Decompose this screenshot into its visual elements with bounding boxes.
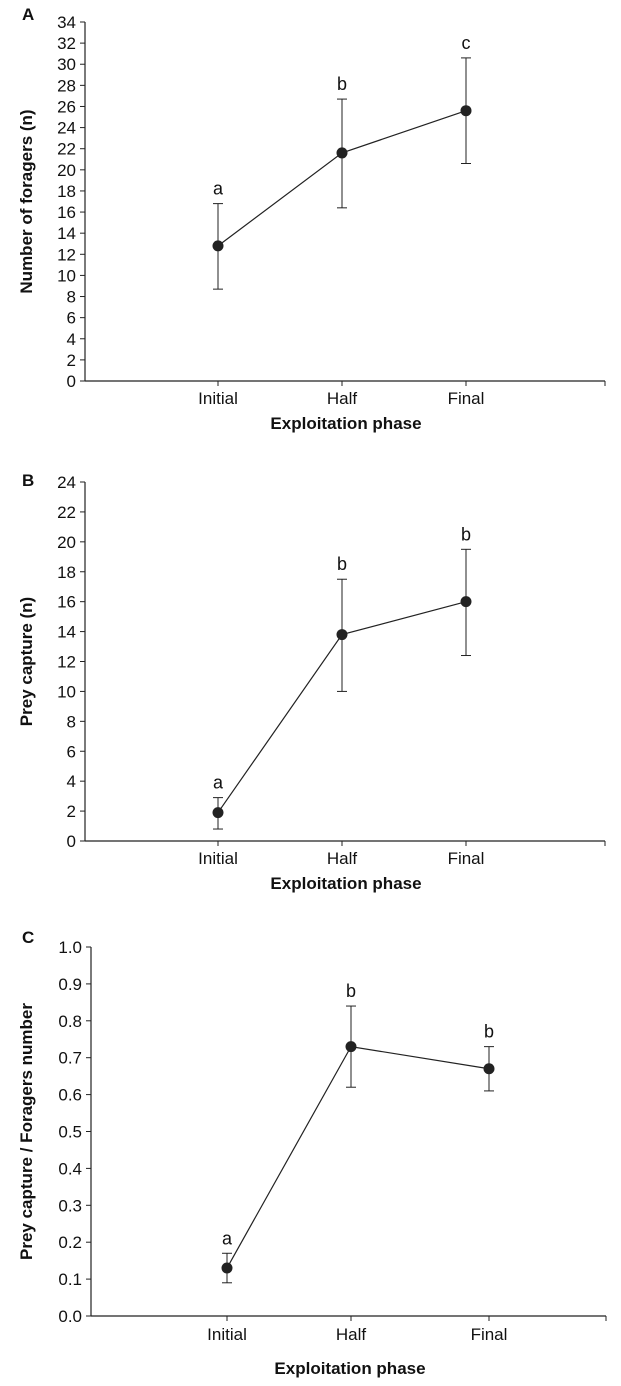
data-point [212, 807, 224, 819]
y-tick-label: 10 [57, 266, 76, 285]
y-tick-label: 34 [57, 13, 76, 32]
significance-letter: b [337, 554, 347, 574]
panel-letter: C [22, 928, 34, 947]
data-point [345, 1041, 357, 1053]
y-tick-label: 0.1 [58, 1270, 82, 1289]
y-tick-label: 20 [57, 533, 76, 552]
x-tick-label: Final [448, 849, 485, 868]
x-axis-title: Exploitation phase [270, 874, 421, 893]
y-tick-label: 16 [57, 203, 76, 222]
y-axis-title: Number of foragers (n) [17, 109, 36, 293]
series-line [226, 1045, 490, 1269]
y-tick-label: 0.0 [58, 1307, 82, 1326]
y-tick-label: 1.0 [58, 938, 82, 957]
significance-letter: b [337, 74, 347, 94]
y-tick-label: 24 [57, 473, 76, 492]
y-tick-label: 14 [57, 224, 76, 243]
y-tick-label: 12 [57, 653, 76, 672]
x-tick-label: Initial [198, 849, 238, 868]
y-tick-label: 18 [57, 182, 76, 201]
y-tick-label: 8 [67, 712, 76, 731]
y-tick-label: 28 [57, 76, 76, 95]
y-tick-label: 22 [57, 140, 76, 159]
y-tick-label: 2 [67, 802, 76, 821]
data-point [483, 1063, 495, 1075]
y-tick-label: 2 [67, 351, 76, 370]
y-tick-label: 6 [67, 309, 76, 328]
data-point [460, 105, 472, 117]
y-tick-label: 0.7 [58, 1049, 82, 1068]
y-tick-label: 12 [57, 245, 76, 264]
y-tick-label: 6 [67, 742, 76, 761]
y-tick-label: 0.6 [58, 1086, 82, 1105]
y-axis-title: Prey capture / Foragers number [17, 1003, 36, 1260]
panel-letter: B [22, 471, 34, 490]
y-tick-label: 22 [57, 503, 76, 522]
significance-letter: b [484, 1022, 494, 1042]
data-point [336, 147, 348, 159]
y-tick-label: 18 [57, 563, 76, 582]
y-tick-label: 14 [57, 623, 76, 642]
y-tick-label: 0.9 [58, 975, 82, 994]
x-tick-label: Half [336, 1325, 367, 1344]
y-tick-label: 0.2 [58, 1233, 82, 1252]
significance-letter: a [222, 1228, 233, 1248]
y-tick-label: 20 [57, 161, 76, 180]
y-tick-label: 0.8 [58, 1012, 82, 1031]
data-point [221, 1262, 233, 1274]
y-tick-label: 30 [57, 55, 76, 74]
x-tick-label: Final [471, 1325, 508, 1344]
y-tick-label: 24 [57, 119, 76, 138]
x-tick-label: Final [448, 389, 485, 408]
y-tick-label: 26 [57, 97, 76, 116]
y-axis-title: Prey capture (n) [17, 597, 36, 726]
y-tick-label: 0.4 [58, 1159, 82, 1178]
significance-letter: b [346, 981, 356, 1001]
data-point [336, 629, 348, 641]
significance-letter: b [461, 524, 471, 544]
x-tick-label: Half [327, 389, 358, 408]
x-axis-title: Exploitation phase [270, 414, 421, 433]
y-tick-label: 0.5 [58, 1123, 82, 1142]
y-tick-label: 32 [57, 34, 76, 53]
y-tick-label: 0.3 [58, 1196, 82, 1215]
significance-letter: c [462, 33, 471, 53]
data-point [212, 240, 224, 252]
y-tick-label: 10 [57, 682, 76, 701]
panel-letter: A [22, 5, 34, 24]
data-point [460, 596, 472, 608]
x-tick-label: Half [327, 849, 358, 868]
y-tick-label: 0 [67, 372, 76, 391]
y-tick-label: 4 [67, 330, 76, 349]
y-tick-label: 16 [57, 593, 76, 612]
significance-letter: a [213, 179, 224, 199]
chart-panel-c: 0.0 0.1 0.2 0.3 0.4 0.5 0.6 0.7 0.8 0.9 1.0 Initial… [17, 928, 607, 1378]
y-tick-label: 4 [67, 772, 76, 791]
x-tick-label: Initial [198, 389, 238, 408]
y-tick-label: 0 [67, 832, 76, 851]
x-tick-label: Initial [207, 1325, 247, 1344]
significance-letter: a [213, 773, 224, 793]
y-tick-label: 8 [67, 288, 76, 307]
x-axis-title: Exploitation phase [274, 1359, 425, 1378]
